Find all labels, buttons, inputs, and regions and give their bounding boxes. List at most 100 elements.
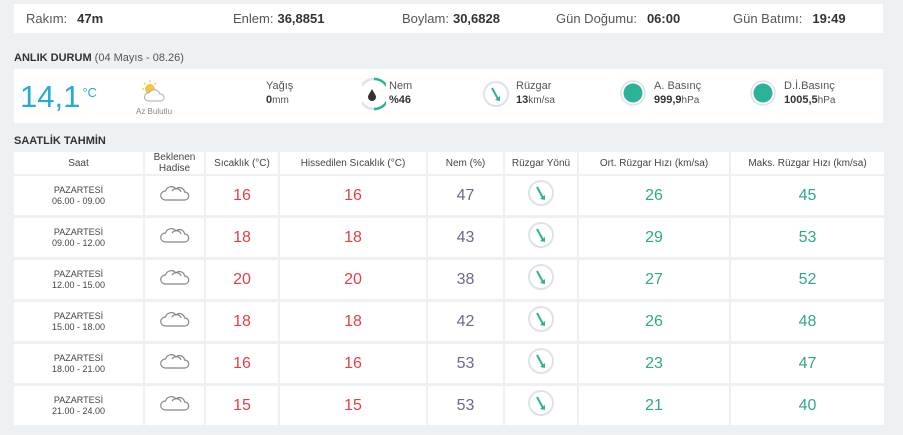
humidity-value: 47	[456, 186, 475, 204]
header-hissedilen: Hissedilen Sıcaklık (°C)	[280, 152, 428, 176]
header-saat: Saat	[14, 152, 145, 176]
altitude-value: 47m	[77, 11, 104, 26]
expected-weather-cell	[145, 302, 206, 344]
pressure-icon	[620, 80, 646, 106]
humidity-stat: Nem %46	[389, 79, 412, 107]
feels-like-value: 20	[344, 270, 362, 288]
sea-level-pressure-value: 1005,5	[784, 94, 818, 106]
temperature-value: 20	[233, 270, 251, 288]
partly-cloudy-icon	[142, 80, 165, 102]
table-row: PAZARTESİ 15.00 - 18.00 18 18 42 26 48	[14, 302, 884, 344]
wind-direction-arrow-icon	[528, 306, 554, 332]
table-row: PAZARTESİ 18.00 - 21.00 16 16 53 23 47	[14, 344, 884, 386]
feels-like-cell: 16	[280, 176, 428, 218]
feels-like-cell: 16	[280, 344, 428, 386]
table-header-row: Saat Beklenen Hadise Sıcaklık (°C) Hissed…	[14, 152, 884, 176]
max-wind-value: 52	[798, 270, 817, 288]
current-title-text: ANLIK DURUM	[14, 52, 92, 64]
temperature-cell: 16	[206, 176, 280, 218]
humidity-gauge-icon	[362, 77, 386, 111]
wind-value: 13	[516, 94, 529, 106]
humidity-value: 53	[456, 396, 475, 414]
temperature-value: 16	[233, 186, 251, 204]
expected-weather-cell	[145, 176, 206, 218]
longitude-label: Boylam:	[402, 11, 449, 26]
temperature-value: 16	[233, 354, 251, 372]
precipitation-stat: Yağış 0mm	[266, 79, 293, 108]
table-row: PAZARTESİ 06.00 - 09.00 16 16 47 26 45	[14, 176, 884, 218]
temp-value: 14,1	[20, 79, 81, 114]
max-wind-cell: 47	[731, 344, 884, 386]
wind-direction-cell	[505, 302, 579, 344]
current-title: ANLIK DURUM (04 Mayıs - 08.26)	[14, 52, 184, 64]
wind-direction-cell	[505, 218, 579, 260]
time-range: 06.00 - 09.00	[51, 195, 106, 206]
day-label: PAZARTESİ	[53, 184, 104, 195]
feels-like-value: 16	[344, 354, 362, 372]
time-cell: PAZARTESİ 06.00 - 09.00	[14, 176, 145, 218]
table-row: PAZARTESİ 09.00 - 12.00 18 18 43 29 53	[14, 218, 884, 260]
avg-wind-value: 23	[645, 354, 663, 372]
avg-wind-cell: 26	[579, 302, 731, 344]
time-cell: PAZARTESİ 18.00 - 21.00	[14, 344, 145, 386]
feels-like-value: 18	[344, 312, 362, 330]
current-timestamp: (04 Mayıs - 08.26)	[94, 52, 184, 64]
altitude-label: Rakım:	[26, 11, 68, 26]
avg-wind-value: 26	[645, 186, 663, 204]
avg-wind-cell: 29	[579, 218, 731, 260]
current-temperature: 14,1 °C	[20, 79, 97, 115]
sea-level-pressure-unit: hPa	[817, 95, 836, 106]
humidity-value: 43	[456, 228, 475, 246]
day-label: PAZARTESİ	[53, 394, 104, 405]
sunset-label: Gün Batımı:	[733, 11, 803, 26]
max-wind-value: 47	[798, 354, 817, 372]
time-range: 21.00 - 24.00	[51, 405, 106, 416]
temperature-value: 18	[233, 312, 251, 330]
day-label: PAZARTESİ	[53, 310, 104, 321]
max-wind-value: 40	[798, 396, 817, 414]
pressure-label: A. Basınç	[654, 80, 702, 92]
humidity-label: Nem	[389, 80, 413, 92]
feels-like-value: 16	[344, 186, 362, 204]
time-range: 09.00 - 12.00	[51, 237, 106, 248]
hourly-forecast-table: Saat Beklenen Hadise Sıcaklık (°C) Hissed…	[14, 152, 884, 428]
humidity-cell: 38	[428, 260, 505, 302]
day-label: PAZARTESİ	[53, 226, 104, 237]
avg-wind-cell: 23	[579, 344, 731, 386]
sea-level-pressure-stat: D.İ.Basınç 1005,5hPa	[784, 79, 835, 108]
expected-weather-cell	[145, 218, 206, 260]
wind-direction-arrow-icon	[528, 348, 554, 374]
temperature-cell: 20	[206, 260, 280, 302]
avg-wind-cell: 21	[579, 386, 731, 428]
feels-like-cell: 20	[280, 260, 428, 302]
wind-direction-cell	[505, 344, 579, 386]
wind-unit: km/sa	[528, 95, 555, 106]
avg-wind-value: 21	[645, 396, 663, 414]
time-cell: PAZARTESİ 21.00 - 24.00	[14, 386, 145, 428]
longitude-value: 30,6828	[452, 11, 500, 26]
day-label: PAZARTESİ	[53, 268, 104, 279]
humidity-value: 38	[456, 270, 475, 288]
humidity-cell: 42	[428, 302, 505, 344]
sunrise-label: Gün Doğumu:	[556, 11, 637, 26]
header-hadise-line1: Beklenen	[153, 152, 196, 163]
max-wind-value: 45	[798, 186, 817, 204]
latitude-value: 36,8851	[277, 11, 325, 26]
current-conditions: 14,1 °C Az Bulutlu Yağış 0mm Nem %46 Rüzg…	[14, 69, 883, 123]
time-cell: PAZARTESİ 09.00 - 12.00	[14, 218, 145, 260]
feels-like-cell: 15	[280, 386, 428, 428]
header-maks: Maks. Rüzgar Hızı (km/sa)	[731, 152, 884, 176]
pressure-value: 999,9	[654, 94, 682, 106]
humidity-cell: 43	[428, 218, 505, 260]
time-cell: PAZARTESİ 12.00 - 15.00	[14, 260, 145, 302]
header-hadise: Beklenen Hadise	[145, 152, 206, 176]
sunrise-info: Gün Doğumu: 06:00	[556, 4, 680, 33]
wind-direction-arrow-icon	[528, 180, 554, 206]
header-hadise-line2: Hadise	[158, 163, 191, 174]
header-nem: Nem (%)	[428, 152, 505, 176]
precipitation-unit: mm	[272, 95, 289, 106]
humidity-cell: 53	[428, 344, 505, 386]
wind-stat: Rüzgar 13km/sa	[516, 79, 555, 108]
wind-direction-arrow-icon	[528, 390, 554, 416]
time-range: 18.00 - 21.00	[51, 363, 106, 374]
